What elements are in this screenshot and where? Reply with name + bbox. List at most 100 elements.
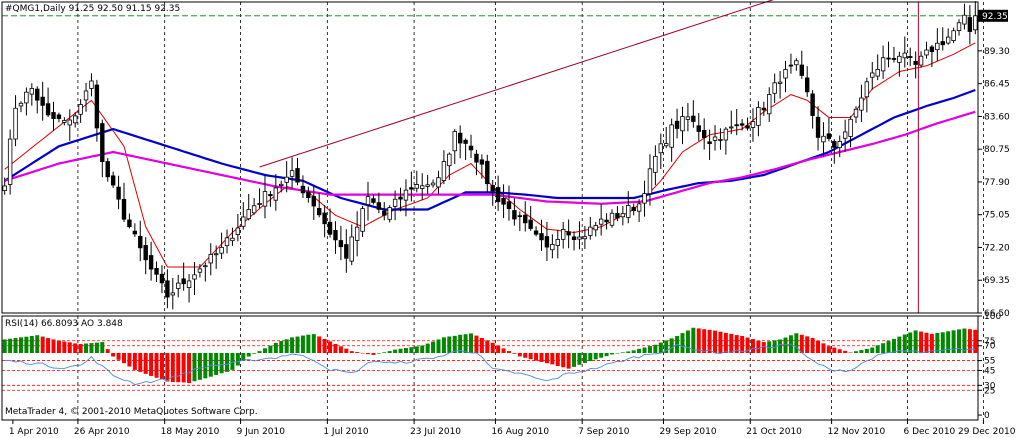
- candle-bull: [365, 196, 371, 205]
- ao-bar-down: [51, 339, 56, 353]
- candle-bear: [495, 187, 501, 203]
- ao-bar-up: [230, 353, 235, 370]
- price-label: 75.05: [984, 211, 1010, 221]
- ao-bar-up: [414, 346, 419, 353]
- ao-bar-up: [647, 346, 652, 353]
- candle-bear: [788, 64, 794, 67]
- ao-bar-down: [371, 353, 376, 355]
- candle-bull: [723, 128, 729, 141]
- ao-bar-down: [474, 335, 479, 353]
- candle-bull: [609, 212, 615, 226]
- ao-bar-down: [740, 335, 745, 353]
- ao-bar-down: [696, 328, 701, 353]
- candle-bull: [870, 72, 875, 78]
- candle-bear: [832, 141, 837, 148]
- candle-bear: [528, 219, 533, 229]
- candle-bull: [794, 60, 799, 66]
- candle-bull: [447, 153, 452, 167]
- ao-bar-up: [18, 337, 23, 353]
- ao-bar-down: [929, 333, 934, 353]
- candle-bull: [588, 226, 593, 236]
- candle-bear: [810, 93, 815, 116]
- ao-bar-up: [94, 342, 99, 353]
- candle-bear: [40, 96, 45, 106]
- candle-bull: [392, 198, 398, 207]
- ao-bar-down: [40, 336, 45, 353]
- candle-bear: [940, 41, 945, 46]
- rsi-line-path: [4, 343, 976, 386]
- candle-bull: [83, 90, 89, 101]
- ao-bar-down: [821, 343, 826, 353]
- ao-bar-down: [355, 352, 360, 353]
- candle-bull: [273, 187, 279, 201]
- candle-bull: [777, 81, 783, 84]
- ao-bar-up: [295, 336, 300, 353]
- candle-bear: [913, 60, 918, 65]
- ao-bar-up: [197, 353, 202, 380]
- ao-bar-down: [105, 349, 110, 353]
- ao-bar-down: [723, 332, 728, 353]
- candle-bull: [170, 292, 175, 296]
- candle-bull: [89, 80, 94, 89]
- candle-bull: [403, 189, 409, 201]
- candle-bull: [593, 225, 598, 231]
- candle-bull: [18, 102, 24, 107]
- ao-bar-up: [620, 352, 625, 353]
- ao-bar-up: [864, 348, 869, 353]
- rsi-levels: [2, 340, 978, 391]
- ao-bar-up: [393, 349, 398, 353]
- candle-bear: [474, 153, 479, 163]
- ao-bar-up: [626, 351, 631, 353]
- candle-bull: [956, 22, 962, 31]
- candle-bear: [506, 201, 512, 209]
- candle-bull: [636, 203, 642, 212]
- candle-bull: [230, 237, 235, 242]
- candle-bull: [647, 168, 653, 195]
- ao-bar-up: [257, 351, 262, 353]
- ao-bar-down: [46, 338, 51, 353]
- ao-bar-down: [366, 353, 370, 355]
- candle-bull: [7, 138, 13, 185]
- ao-bar-up: [2, 339, 7, 353]
- level-label: 0: [984, 411, 990, 421]
- ao-bar-down: [344, 348, 349, 353]
- candle-bull: [246, 209, 251, 220]
- candle-bear: [344, 244, 349, 259]
- ao-bar-down: [149, 353, 154, 376]
- ao-bar-up: [658, 342, 663, 353]
- ao-bar-up: [29, 335, 34, 353]
- ao-bar-up: [772, 340, 777, 353]
- ao-bar-up: [946, 331, 951, 353]
- time-axis: 1 Apr 2010 26 Apr 2010 18 May 2010 9 Jun 20…: [9, 420, 1016, 437]
- candle-bear: [615, 213, 620, 219]
- ao-bar-up: [214, 353, 219, 375]
- candlesticks: [2, 1, 978, 310]
- ao-bar-down: [317, 336, 322, 353]
- ao-bar-up: [854, 351, 858, 353]
- time-label: 1 Jul 2010: [323, 427, 368, 437]
- candle-bull: [935, 42, 940, 51]
- candle-bear: [571, 236, 577, 240]
- ao-bar-up: [225, 353, 230, 372]
- level-label: 30: [984, 381, 996, 391]
- candle-bull: [642, 193, 647, 204]
- trendline: [259, 0, 774, 168]
- ao-bar-down: [333, 343, 338, 353]
- ao-bar-up: [881, 343, 886, 353]
- candle-bull: [289, 170, 295, 177]
- candle-bull: [251, 205, 257, 214]
- candle-bull: [67, 119, 72, 126]
- candle-bull: [864, 81, 870, 98]
- ao-bar-down: [62, 341, 67, 353]
- candle-bull: [680, 116, 685, 132]
- ao-bar-down: [848, 352, 853, 353]
- ao-bar-down: [539, 353, 544, 362]
- candle-bear: [463, 139, 468, 144]
- time-label: 26 Apr 2010: [74, 427, 130, 437]
- level-label: 25: [984, 386, 995, 396]
- candle-bull: [420, 185, 425, 189]
- candle-bear: [512, 210, 517, 220]
- ao-bar-up: [458, 334, 463, 353]
- candle-bear: [105, 161, 110, 178]
